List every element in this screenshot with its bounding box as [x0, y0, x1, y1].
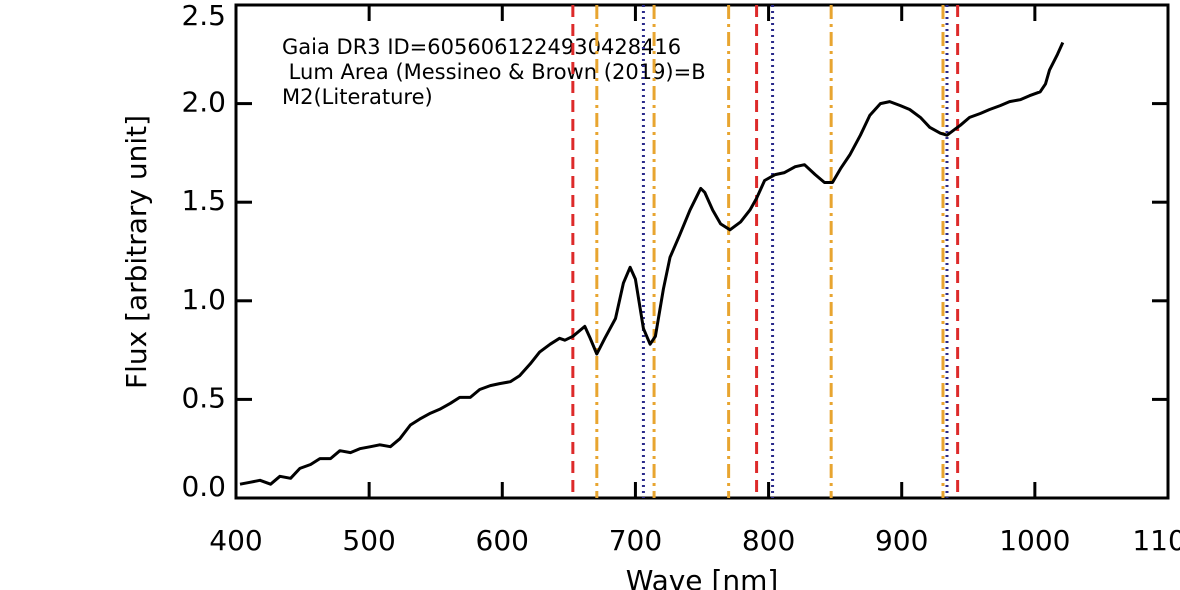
y-tick-label: 1.5: [181, 184, 226, 217]
x-tick-label: 400: [209, 524, 262, 557]
x-tick-label: 800: [742, 524, 795, 557]
y-tick-label: 0.0: [181, 470, 226, 503]
y-axis-label: Flux [arbitrary unit]: [120, 115, 153, 389]
x-tick-label: 900: [875, 524, 928, 557]
spectrum-line: [239, 41, 1065, 486]
y-tick-label: 0.5: [181, 381, 226, 414]
y-tick-label: 2.5: [181, 0, 226, 32]
x-axis-label: Wave [nm]: [626, 564, 779, 590]
annotation: M2(Literature): [282, 85, 433, 109]
y-tick-label: 1.0: [181, 283, 226, 316]
x-tick-label: 1000: [999, 524, 1070, 557]
plot-frame: [234, 3, 1170, 500]
annotation: Gaia DR3 ID=6056061224930428416: [282, 35, 681, 59]
x-tick-label: 700: [609, 524, 662, 557]
x-tick-label: 500: [342, 524, 395, 557]
x-tick-label: 600: [476, 524, 529, 557]
annotation: Lum Area (Messineo & Brown (2019)=B: [282, 60, 706, 84]
y-tick-label: 2.0: [181, 86, 226, 119]
